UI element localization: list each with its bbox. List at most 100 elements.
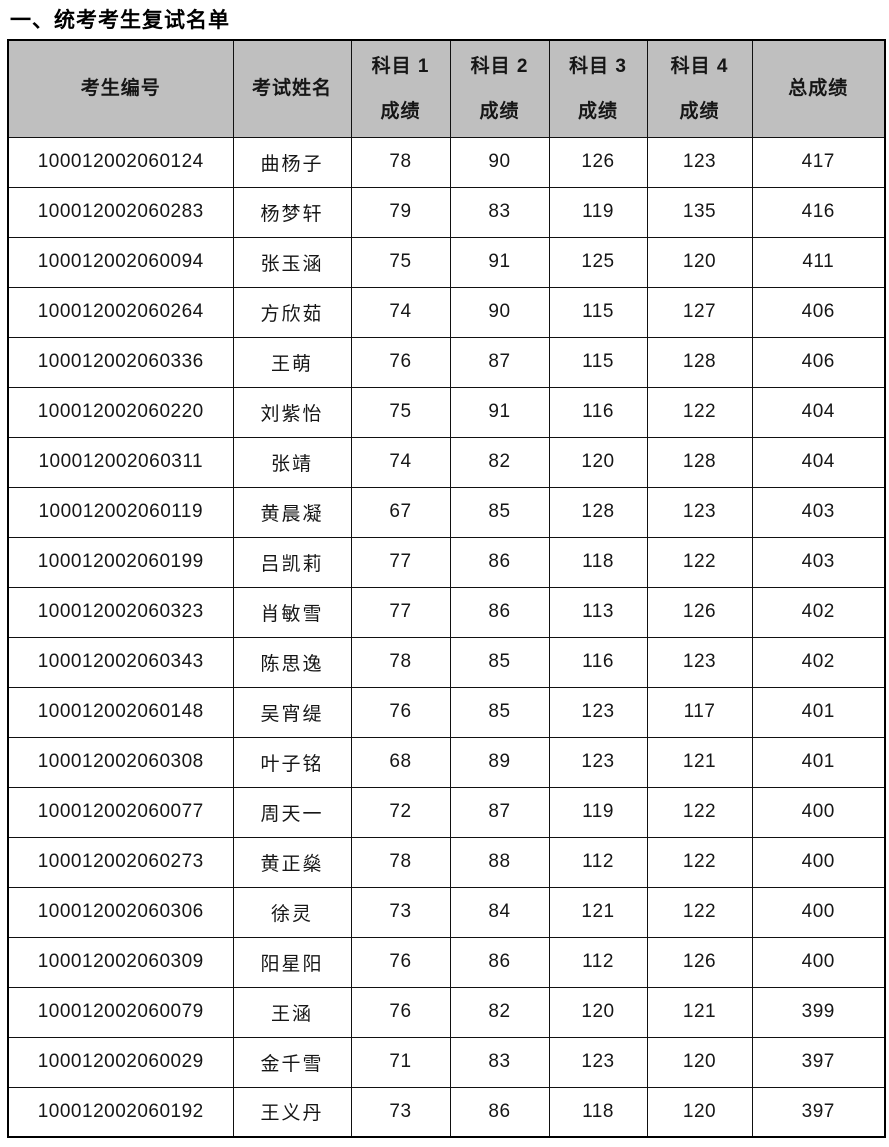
- subject3-score-cell: 119: [548, 786, 648, 838]
- subject3-score-cell: 120: [548, 986, 648, 1038]
- table-row: 100012002060343 陈思逸 78 85 116 123 402: [7, 636, 886, 688]
- subject4-score-cell: 126: [646, 936, 753, 988]
- subject1-score-cell: 73: [350, 886, 451, 938]
- subject4-score-cell: 123: [646, 486, 753, 538]
- candidate-id-cell: 100012002060343: [7, 636, 234, 688]
- header-subject4-score: 科目 4 成绩: [646, 39, 753, 138]
- subject3-score-cell: 113: [548, 586, 648, 638]
- table-row: 100012002060220 刘紫怡 75 91 116 122 404: [7, 386, 886, 438]
- total-score-cell: 403: [751, 486, 886, 538]
- subject2-score-cell: 90: [449, 136, 550, 188]
- candidate-name-cell: 杨梦轩: [232, 186, 352, 238]
- subject4-score-cell: 122: [646, 886, 753, 938]
- table-row: 100012002060323 肖敏雪 77 86 113 126 402: [7, 586, 886, 638]
- candidate-id-cell: 100012002060306: [7, 886, 234, 938]
- subject2-score-cell: 88: [449, 836, 550, 888]
- subject4-score-cell: 122: [646, 386, 753, 438]
- subject2-score-cell: 85: [449, 636, 550, 688]
- subject4-score-cell: 120: [646, 1036, 753, 1088]
- candidate-id-cell: 100012002060079: [7, 986, 234, 1038]
- subject3-score-cell: 112: [548, 936, 648, 988]
- subject4-score-cell: 122: [646, 536, 753, 588]
- candidate-name-cell: 曲杨子: [232, 136, 352, 188]
- subject2-score-cell: 82: [449, 986, 550, 1038]
- candidate-name-cell: 叶子铭: [232, 736, 352, 788]
- candidate-id-cell: 100012002060311: [7, 436, 234, 488]
- candidate-id-cell: 100012002060124: [7, 136, 234, 188]
- subject3-score-cell: 120: [548, 436, 648, 488]
- candidate-name-cell: 周天一: [232, 786, 352, 838]
- candidate-id-cell: 100012002060273: [7, 836, 234, 888]
- subject3-score-cell: 118: [548, 1086, 648, 1138]
- table-row: 100012002060094 张玉涵 75 91 125 120 411: [7, 236, 886, 288]
- table-row: 100012002060124 曲杨子 78 90 126 123 417: [7, 136, 886, 188]
- subject2-score-cell: 85: [449, 486, 550, 538]
- candidate-name-cell: 吴宵缇: [232, 686, 352, 738]
- page-title: 一、统考考生复试名单: [10, 9, 230, 32]
- candidate-id-cell: 100012002060094: [7, 236, 234, 288]
- total-score-cell: 400: [751, 886, 886, 938]
- candidate-id-cell: 100012002060119: [7, 486, 234, 538]
- candidate-id-cell: 100012002060309: [7, 936, 234, 988]
- subject1-score-cell: 72: [350, 786, 451, 838]
- subject4-score-cell: 127: [646, 286, 753, 338]
- table-row: 100012002060199 吕凯莉 77 86 118 122 403: [7, 536, 886, 588]
- subject4-score-cell: 126: [646, 586, 753, 638]
- subject1-score-cell: 76: [350, 686, 451, 738]
- total-score-cell: 400: [751, 786, 886, 838]
- table-row: 100012002060311 张靖 74 82 120 128 404: [7, 436, 886, 488]
- subject3-score-cell: 116: [548, 636, 648, 688]
- table-row: 100012002060192 王义丹 73 86 118 120 397: [7, 1086, 886, 1138]
- total-score-cell: 401: [751, 736, 886, 788]
- subject3-score-cell: 128: [548, 486, 648, 538]
- subject2-score-cell: 86: [449, 586, 550, 638]
- table-header: 考生编号 考试姓名 科目 1 成绩 科目 2 成绩 科目 3 成绩 科目 4 成…: [7, 39, 886, 138]
- header-subject3-score: 科目 3 成绩: [548, 39, 648, 138]
- subject2-score-cell: 90: [449, 286, 550, 338]
- total-score-cell: 411: [751, 236, 886, 288]
- subject1-score-cell: 76: [350, 936, 451, 988]
- subject2-score-cell: 87: [449, 786, 550, 838]
- subject3-score-cell: 115: [548, 286, 648, 338]
- subject1-score-cell: 68: [350, 736, 451, 788]
- subject1-score-cell: 75: [350, 236, 451, 288]
- table-row: 100012002060077 周天一 72 87 119 122 400: [7, 786, 886, 838]
- subject2-score-cell: 86: [449, 536, 550, 588]
- subject4-score-cell: 120: [646, 236, 753, 288]
- subject4-score-cell: 120: [646, 1086, 753, 1138]
- subject2-score-cell: 82: [449, 436, 550, 488]
- table-row: 100012002060148 吴宵缇 76 85 123 117 401: [7, 686, 886, 738]
- total-score-cell: 404: [751, 436, 886, 488]
- candidate-name-cell: 方欣茹: [232, 286, 352, 338]
- table-row: 100012002060119 黄晨凝 67 85 128 123 403: [7, 486, 886, 538]
- subject3-score-cell: 123: [548, 1036, 648, 1088]
- total-score-cell: 401: [751, 686, 886, 738]
- subject2-score-cell: 91: [449, 386, 550, 438]
- header-total-score: 总成绩: [751, 39, 886, 138]
- subject1-score-cell: 75: [350, 386, 451, 438]
- subject1-score-cell: 78: [350, 836, 451, 888]
- subject3-score-cell: 116: [548, 386, 648, 438]
- total-score-cell: 403: [751, 536, 886, 588]
- candidate-name-cell: 张玉涵: [232, 236, 352, 288]
- total-score-cell: 400: [751, 836, 886, 888]
- total-score-cell: 399: [751, 986, 886, 1038]
- candidate-score-table: 考生编号 考试姓名 科目 1 成绩 科目 2 成绩 科目 3 成绩 科目 4 成…: [7, 39, 886, 1138]
- table-row: 100012002060309 阳星阳 76 86 112 126 400: [7, 936, 886, 988]
- subject3-score-cell: 126: [548, 136, 648, 188]
- candidate-id-cell: 100012002060323: [7, 586, 234, 638]
- subject4-score-cell: 123: [646, 136, 753, 188]
- subject1-score-cell: 79: [350, 186, 451, 238]
- table-row: 100012002060306 徐灵 73 84 121 122 400: [7, 886, 886, 938]
- candidate-id-cell: 100012002060199: [7, 536, 234, 588]
- table-row: 100012002060283 杨梦轩 79 83 119 135 416: [7, 186, 886, 238]
- subject4-score-cell: 121: [646, 736, 753, 788]
- candidate-id-cell: 100012002060192: [7, 1086, 234, 1138]
- candidate-name-cell: 陈思逸: [232, 636, 352, 688]
- header-candidate-name: 考试姓名: [232, 39, 352, 138]
- candidate-name-cell: 张靖: [232, 436, 352, 488]
- subject3-score-cell: 121: [548, 886, 648, 938]
- table-row: 100012002060079 王涵 76 82 120 121 399: [7, 986, 886, 1038]
- subject2-score-cell: 86: [449, 1086, 550, 1138]
